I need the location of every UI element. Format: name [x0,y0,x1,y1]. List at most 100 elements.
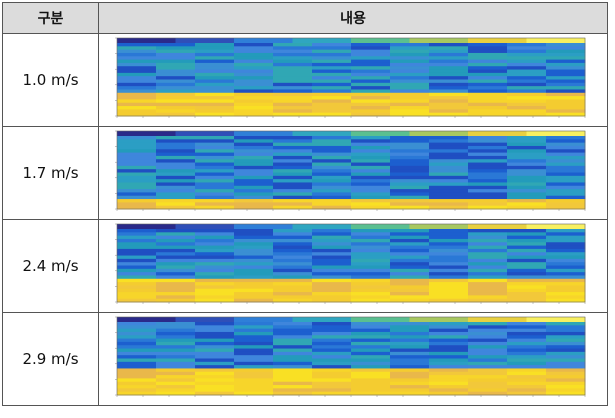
spectrogram-cell [507,179,547,183]
spectrogram-cell [351,355,391,359]
spectrogram-cell [312,92,352,97]
spectrogram-cell [390,385,430,389]
spectrogram-cell [468,192,508,197]
colorbar-cell [214,131,235,136]
spectrogram-cell [351,82,391,87]
spectrogram-cell [429,295,469,300]
spectrogram-cell [273,139,313,144]
spectrogram-cell [351,152,391,157]
spectrogram-cell [351,66,391,71]
colorbar-cell [312,317,332,322]
spectrogram-cell [195,235,235,240]
spectrogram-cell [195,79,235,84]
spectrogram-cell [546,351,586,356]
spectrogram-cell [546,262,586,266]
spectrogram-cell [507,331,547,336]
spectrogram-cell [117,72,157,77]
spectrogram-cell [234,69,274,74]
colorbar-cell [526,317,547,322]
spectrogram-cell [351,205,391,210]
colorbar-cell [214,38,235,43]
spectrogram-cell [234,331,274,336]
spectrogram-cell [468,365,508,369]
spectrogram-cell [429,335,469,340]
spectrogram-cell [234,265,274,270]
spectrogram-cell [117,46,157,51]
spectrogram-cell [117,232,157,237]
spectrogram-cell [234,361,274,366]
spectrogram-cell [546,139,586,144]
spectrogram-cell [117,292,157,296]
spectrogram-cell [195,248,235,253]
spectrogram-cell [390,136,430,140]
spectrogram-cell [312,229,352,233]
spectrogram-cell [234,102,274,107]
colorbar-cell [117,224,137,229]
spectrogram-cell [429,66,469,71]
spectrogram-cell [312,292,352,296]
spectrogram-cell [507,192,547,197]
spectrogram-cell [234,298,274,303]
spectrogram-cell [546,381,586,386]
spectrogram-cell [390,86,430,90]
spectrogram-cell [468,155,508,160]
spectrogram-cell [273,265,313,270]
spectrogram-cell [429,106,469,110]
spectrogram-cell [195,72,235,77]
spectrogram-cell [429,202,469,207]
colorbar-cell [195,38,215,43]
spectrogram-cell [117,86,157,90]
spectrogram-cell [507,275,547,280]
spectrogram-cell [351,252,391,257]
spectrogram-cell [234,351,274,356]
spectrogram-cell [273,142,313,147]
spectrogram-cell [429,361,469,366]
spectrogram-cell [429,185,469,190]
spectrogram-cell [234,288,274,293]
spectrogram-cell [468,159,508,164]
speed-label: 1.7 m/s [2,126,99,220]
spectrogram-cell [312,255,352,260]
colorbar-cell [331,38,352,43]
spectrogram-cell [234,348,274,353]
spectrogram-cell [312,172,352,177]
spectrogram-cell [273,331,313,336]
spectrogram-cell [312,43,352,47]
spectrogram-cell [312,355,352,359]
spectrogram-cell [312,265,352,270]
colorbar-cell [370,317,391,322]
spectrogram-cell [117,391,157,396]
spectrogram-cell [312,298,352,303]
spectrogram-cell [429,145,469,150]
spectrogram-cell [468,292,508,296]
spectrogram-cell [468,142,508,147]
spectrogram-cell [117,295,157,300]
spectrogram-cell [234,106,274,110]
spectrogram-cell [429,199,469,203]
spectrogram-cell [117,102,157,107]
spectrogram-cell [312,242,352,247]
spectrogram-cell [195,268,235,273]
spectrogram-cell [312,185,352,190]
spectrogram-cell [312,235,352,240]
spectrogram-cell [429,341,469,346]
spectrogram-cell [468,169,508,173]
spectrogram-cell [468,92,508,97]
spectrogram-cell [273,288,313,293]
spectrogram-cell [234,159,274,164]
spectrogram-cell [195,179,235,183]
spectrogram-cell [390,262,430,266]
spectrogram-cell [156,185,196,190]
spectrogram-cell [273,328,313,333]
spectrogram-cell [195,348,235,353]
spectrogram-cell [468,235,508,240]
spectrogram-cell [546,272,586,276]
colorbar-cell [292,131,313,136]
spectrogram-cell [156,149,196,154]
spectrogram-cell [507,248,547,253]
colorbar-cell [370,38,391,43]
spectrogram-cell [273,162,313,167]
spectrogram-cell [468,268,508,273]
spectrogram-cell [546,268,586,273]
spectrogram-cell [234,139,274,144]
